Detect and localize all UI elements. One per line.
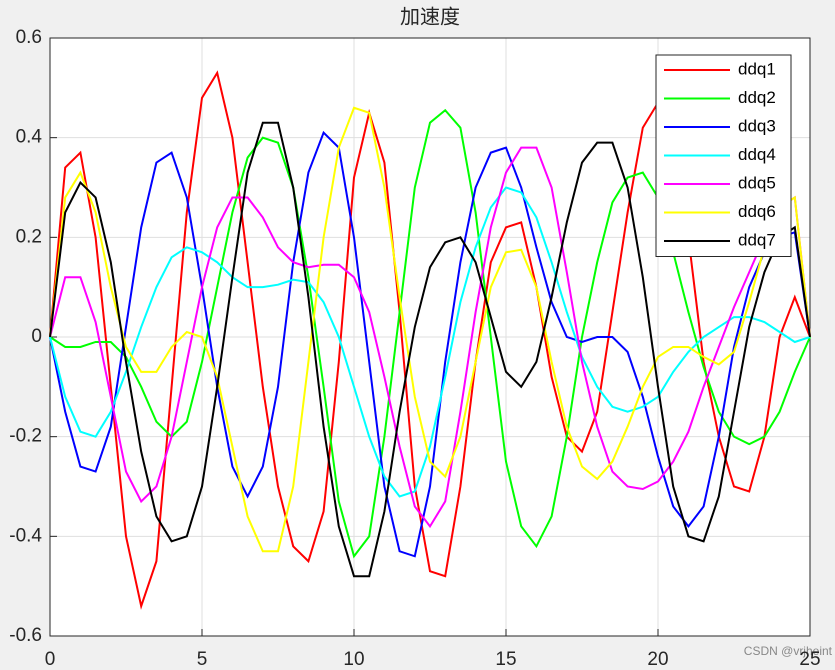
x-tick-label: 10 xyxy=(343,649,364,670)
data-line xyxy=(49,121,811,578)
y-tick-label: 0.2 xyxy=(16,226,42,247)
data-line xyxy=(49,108,811,559)
x-tick-label: 15 xyxy=(495,649,516,670)
data-line xyxy=(49,106,811,553)
data-line xyxy=(49,146,811,529)
legend-label: ddq4 xyxy=(738,145,776,164)
chart-title: 加速度 xyxy=(400,5,460,28)
legend-label: ddq6 xyxy=(738,202,776,221)
y-tick-label: 0 xyxy=(31,326,42,347)
x-tick-label: 20 xyxy=(647,649,668,670)
x-tick-label: 5 xyxy=(197,649,208,670)
legend-label: ddq1 xyxy=(738,59,776,78)
y-tick-label: -0.4 xyxy=(9,525,42,546)
y-tick-label: -0.6 xyxy=(9,625,42,646)
legend-label: ddq3 xyxy=(738,116,776,135)
x-tick-label: 0 xyxy=(45,649,56,670)
y-tick-label: 0.6 xyxy=(16,27,42,48)
legend-label: ddq2 xyxy=(738,88,776,107)
y-tick-label: 0.4 xyxy=(16,127,43,148)
legend-label: ddq7 xyxy=(738,230,776,249)
watermark: CSDN @vrjheint xyxy=(744,644,833,658)
y-tick-label: -0.2 xyxy=(9,426,42,447)
data-line xyxy=(49,186,811,498)
x-tick-label: 25 xyxy=(799,649,820,670)
legend-label: ddq5 xyxy=(738,173,776,192)
